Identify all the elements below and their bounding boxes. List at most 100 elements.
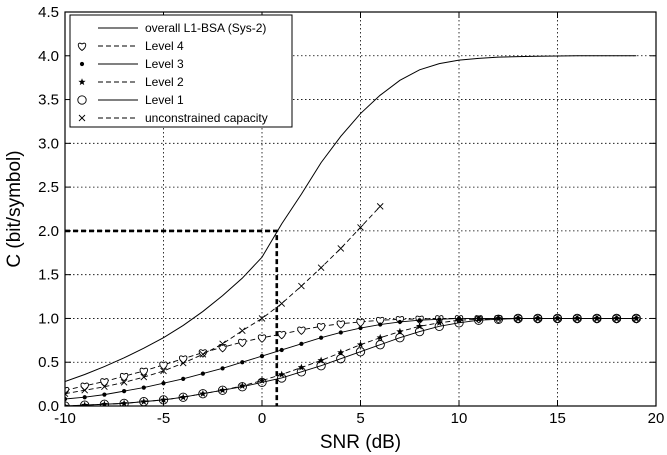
data-point-heart [336,320,345,329]
data-point-circle [572,313,582,324]
series-2 [65,316,639,402]
data-point-x [160,367,167,375]
data-point-x [258,315,266,322]
data-point-circle [316,361,326,371]
data-point-circle [474,315,484,325]
data-point-x-stroke [101,383,108,391]
data-point-x [357,224,364,231]
data-point-dot [102,392,107,397]
y-tick-label: 3.0 [38,135,59,152]
data-point-heart [277,330,286,340]
data-point-star [337,348,345,356]
data-point-star [258,376,266,384]
series-line [65,317,637,400]
data-point-x-stroke [317,264,325,271]
data-point-dot [161,381,166,386]
data-point-star [317,356,325,364]
data-point-circle [513,313,523,324]
data-point-circle [198,389,208,399]
data-point-circle [375,340,385,350]
y-tick-label: 4.0 [38,48,59,65]
data-point-circle [336,354,346,364]
y-tick-label: 1.0 [38,310,59,327]
data-point-dot [279,347,284,353]
data-point-circle [631,313,641,324]
x-axis-label: SNR (dB) [320,432,401,453]
data-point-heart [316,323,326,332]
data-point-x-stroke [258,315,266,322]
data-point-heart [77,42,87,52]
data-point-heart [257,334,267,343]
x-tick-label: 15 [549,410,566,427]
data-point-star [415,322,424,330]
data-point-star [396,327,404,335]
data-point-circle [257,377,267,388]
data-point-dot [397,319,402,325]
legend-entry-label: Level 2 [145,75,184,89]
data-point-circle [355,347,366,357]
data-point-dot [79,61,85,67]
data-point-x-stroke [238,327,246,335]
data-point-x [238,327,246,335]
y-tick-label: 3.5 [38,92,59,109]
data-point-x [140,373,148,381]
legend-entry-label: overall L1-BSA (Sys-2) [145,21,266,35]
data-point-dot [378,322,383,327]
reference-guides [65,229,279,406]
dashed-guide-line [65,229,279,406]
data-point-circle [434,321,444,331]
data-point-x-stroke [376,203,384,210]
legend-entry-label: unconstrained capacity [145,111,268,125]
data-point-x [337,245,345,252]
data-point-heart [100,378,109,387]
x-tick-label: 5 [356,410,364,427]
data-point-circle [533,313,543,324]
data-point-dot [338,330,343,335]
data-point-heart [119,372,129,382]
data-point-star [494,314,503,322]
series-line [65,317,637,406]
y-tick-label: 0.5 [38,354,59,371]
data-point-heart [376,316,385,326]
data-point-x [376,203,384,210]
data-point-x-stroke [179,359,187,367]
data-point-star [356,340,365,348]
data-point-x-stroke [78,114,86,122]
data-point-dot [200,371,205,376]
data-point-x [65,390,69,398]
series-line [65,317,637,406]
x-tick-label: 0 [258,410,266,427]
data-point-circle [592,313,602,324]
data-point-x-stroke [298,282,305,290]
data-point-x-stroke [120,379,128,386]
data-point-x-stroke [278,300,286,307]
data-point-dot [358,325,363,331]
data-point-dot [220,366,225,371]
series-0 [65,55,637,382]
data-point-heart [218,344,227,353]
data-point-heart [356,318,365,328]
data-point-x-stroke [65,393,69,398]
data-point-dot [240,360,245,365]
data-point-dot [141,385,146,390]
data-point-x-stroke [140,373,148,381]
data-point-x [120,379,128,386]
data-point-x [317,264,325,271]
data-point-heart [198,349,208,358]
data-point-dot [82,395,87,400]
data-point-x [278,300,286,307]
data-point-dot [319,335,324,340]
data-point-x-stroke [219,340,226,348]
data-point-x-stroke [199,351,207,358]
data-point-circle [395,333,405,343]
series-5 [65,203,384,398]
legend-entry-label: Level 4 [145,39,184,53]
series-line [65,317,637,391]
data-point-star [78,78,86,86]
data-point-star [65,402,69,406]
x-tick-label: 10 [451,410,468,427]
data-point-heart [238,338,247,348]
series-4 [65,313,641,406]
data-point-circle [217,385,228,395]
